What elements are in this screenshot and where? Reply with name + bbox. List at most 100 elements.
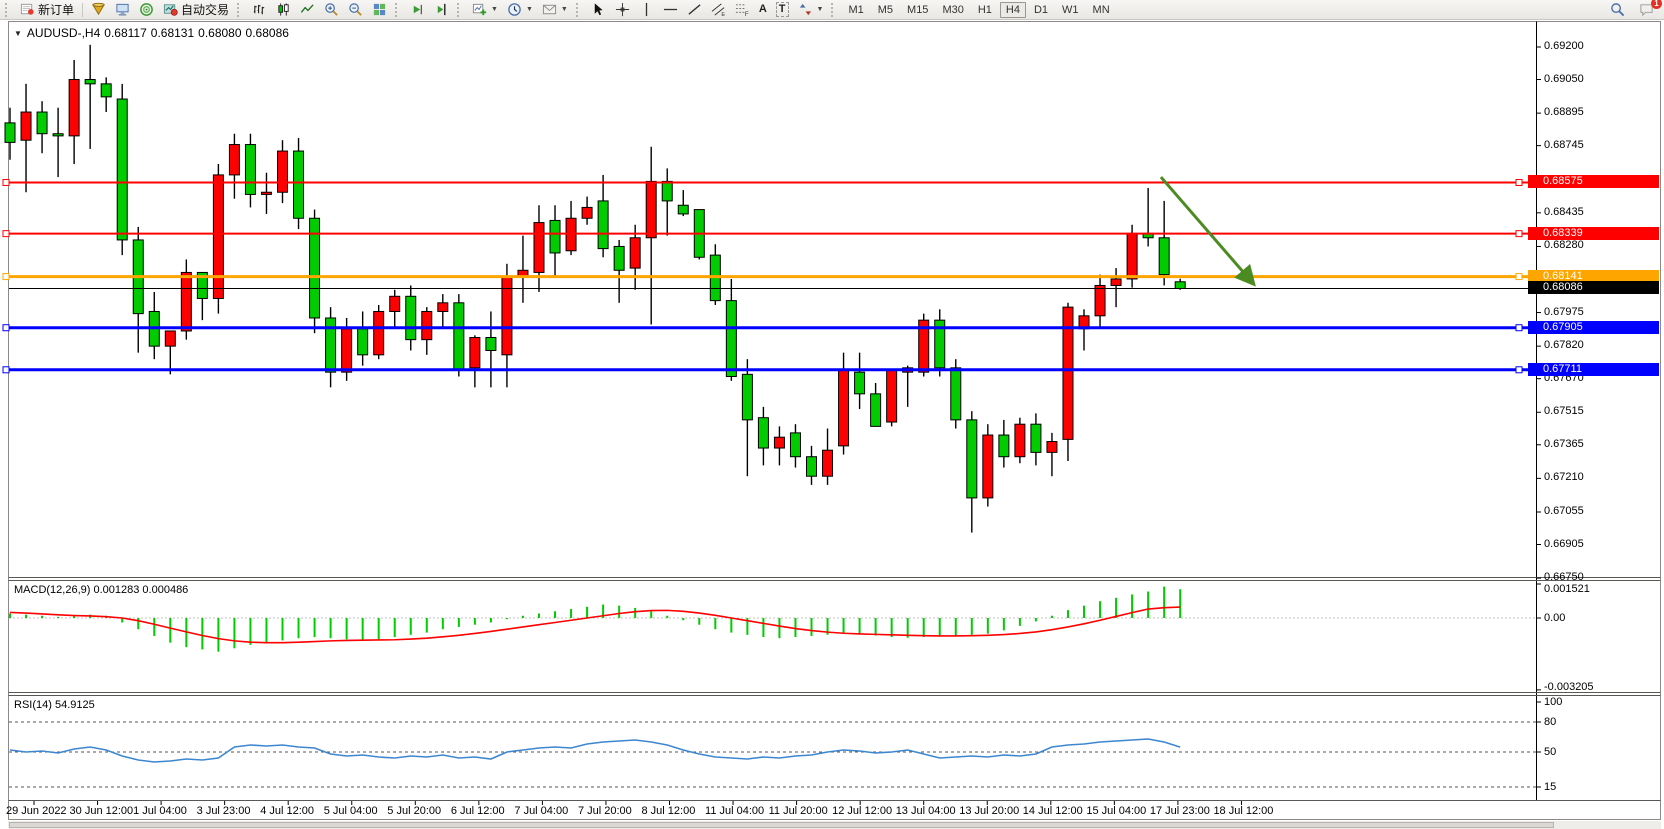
zoom-in-button[interactable] [320, 1, 343, 18]
line-anchor-marker[interactable] [1515, 273, 1523, 281]
price-tick-label: 0.66750 [1544, 571, 1584, 584]
arrows-button[interactable]: ▼ [794, 1, 828, 18]
arrows-icon [799, 3, 811, 16]
candle-up [982, 434, 994, 499]
toolbar-grip[interactable] [395, 2, 402, 17]
new-chart-button[interactable]: ▼ [468, 1, 502, 18]
candle-down [757, 417, 769, 449]
signals-button[interactable] [135, 1, 158, 18]
line-anchor-marker[interactable] [2, 366, 10, 374]
chevron-down-icon: ▼ [491, 6, 498, 13]
candle-down [36, 111, 48, 135]
timeframe-button-M1[interactable]: M1 [842, 2, 869, 18]
date-label: 7 Jul 04:00 [514, 805, 569, 817]
timeframe-button-MN[interactable]: MN [1087, 2, 1116, 18]
line-anchor-marker[interactable] [2, 178, 10, 186]
candle-up [180, 271, 192, 332]
timeframe-button-D1[interactable]: D1 [1028, 2, 1054, 18]
one-click-panel-toggle[interactable]: ▼ [14, 29, 22, 38]
macd-name: MACD(12,26,9) [14, 584, 91, 596]
ohlc-close: 0.68086 [245, 26, 289, 40]
auto-scroll-button[interactable] [406, 1, 429, 18]
candle-up [886, 369, 898, 423]
cursor-button[interactable] [587, 1, 610, 18]
terminal-button[interactable] [111, 1, 134, 18]
clock-icon [508, 3, 521, 16]
candle-down [196, 271, 208, 299]
toolbar-grip[interactable] [831, 2, 838, 17]
tile-windows-button[interactable] [368, 1, 391, 18]
toolbar-grip[interactable] [5, 2, 12, 17]
chart-shift-button[interactable] [430, 1, 453, 18]
new-order-button[interactable]: 新订单 [16, 1, 78, 18]
date-label: 13 Jul 20:00 [959, 805, 1020, 817]
candlestick-chart-button[interactable] [272, 1, 295, 18]
price-tick-label: 0.69200 [1544, 40, 1584, 52]
signal-icon [140, 3, 153, 16]
crosshair-icon [615, 2, 629, 17]
fibonacci-button[interactable]: F [731, 1, 754, 18]
line-anchor-marker[interactable] [1515, 230, 1523, 238]
trend-arrow-object[interactable] [1159, 176, 1256, 287]
timeframe-button-H1[interactable]: H1 [972, 2, 998, 18]
candle-up [68, 79, 80, 137]
market-funnel-button[interactable] [87, 1, 110, 18]
notifications-button[interactable]: 1 [1635, 0, 1662, 18]
autotrading-button[interactable]: 自动交易 [159, 1, 233, 18]
toolbar-grip[interactable] [237, 2, 244, 17]
candle-down [677, 204, 689, 215]
profiles-button[interactable]: ▼ [503, 1, 537, 18]
line-anchor-marker[interactable] [1515, 366, 1523, 374]
candle-up [228, 144, 240, 176]
text-button[interactable]: A [755, 1, 771, 18]
scrollbar-thumb[interactable] [9, 822, 1554, 828]
date-label: 17 Jul 23:00 [1149, 805, 1210, 817]
macd-signal-line [9, 606, 1181, 644]
toolbar-right-group: 1 [1606, 0, 1662, 18]
line-anchor-marker[interactable] [2, 273, 10, 281]
trendline-button[interactable] [683, 1, 706, 18]
candle-down [661, 180, 673, 202]
line-anchor-marker[interactable] [1515, 178, 1523, 186]
bar-chart-button[interactable] [248, 1, 271, 18]
rsi-tick-label: 15 [1544, 781, 1557, 793]
candle-down [1030, 423, 1042, 453]
timeframe-button-M5[interactable]: M5 [872, 2, 899, 18]
timeframe-button-M15[interactable]: M15 [901, 2, 934, 18]
timeframe-button-W1[interactable]: W1 [1056, 2, 1085, 18]
search-button[interactable] [1606, 1, 1629, 18]
candle-up [838, 369, 850, 447]
line-anchor-marker[interactable] [1515, 324, 1523, 332]
candle-down [998, 434, 1010, 458]
horizontal-scrollbar[interactable] [8, 821, 1661, 829]
current-price-badge: 0.68086 [1528, 281, 1659, 295]
equidistant-channel-icon: E [711, 3, 725, 17]
toolbar-grip[interactable] [457, 2, 464, 17]
line-chart-button[interactable] [296, 1, 319, 18]
crosshair-button[interactable] [611, 1, 634, 18]
rsi-tick-label: 80 [1544, 716, 1557, 728]
horizontal-line-button[interactable] [659, 1, 682, 18]
candle-down [4, 122, 16, 143]
date-label: 5 Jul 20:00 [387, 805, 442, 817]
line-anchor-marker[interactable] [2, 324, 10, 332]
equidistant-channel-button[interactable]: E [707, 1, 730, 18]
price-tick-label: 0.66905 [1544, 537, 1584, 550]
macd-values: 0.001283 0.000486 [93, 584, 189, 596]
candle-down [789, 432, 801, 458]
timeframe-button-H4[interactable]: H4 [999, 1, 1026, 18]
timeframe-button-M30[interactable]: M30 [936, 2, 969, 18]
candle-down [309, 217, 321, 319]
text-label-button[interactable]: T [772, 1, 793, 18]
vertical-line-button[interactable] [635, 1, 658, 18]
rsi-line [9, 738, 1181, 763]
line-anchor-marker[interactable] [2, 230, 10, 238]
candle-down [806, 456, 817, 477]
zoom-out-button[interactable] [344, 1, 367, 18]
toolbar-grip[interactable] [575, 2, 583, 17]
toolbar-separator [82, 2, 84, 17]
candle-up [437, 302, 449, 312]
rsi-value: 54.9125 [54, 699, 95, 711]
templates-button[interactable]: ▼ [538, 1, 572, 18]
